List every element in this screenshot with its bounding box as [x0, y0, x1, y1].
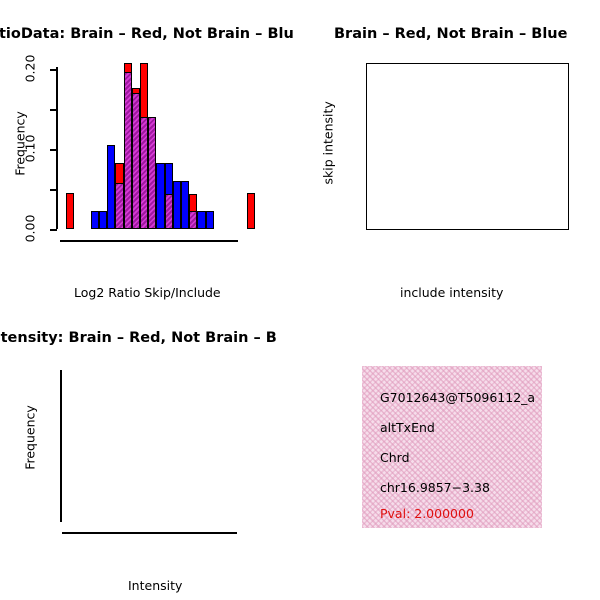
ratio-histogram-bars — [58, 57, 263, 229]
histogram-bar — [197, 211, 206, 229]
histogram-bar-overlap — [189, 211, 198, 229]
y-tick — [50, 109, 57, 111]
histogram-bar — [99, 211, 108, 229]
histogram-bar-overlap — [123, 72, 132, 229]
scatter-title: Brain – Red, Not Brain – Blue — [334, 26, 568, 42]
histogram-bar-overlap — [115, 182, 124, 229]
histogram-bar — [107, 145, 116, 229]
y-tick — [50, 229, 57, 231]
info-line-pval: Pval: 2.000000 — [380, 506, 474, 521]
histogram-bar — [156, 163, 165, 229]
histogram-bar-overlap — [164, 193, 173, 229]
intensity-histogram-x-axis — [62, 532, 237, 534]
y-tick-label: 0.00 — [22, 214, 38, 243]
info-line-locus: chr16.9857−3.38 — [380, 480, 490, 495]
ratio-histogram-x-title: Log2 Ratio Skip/Include — [74, 285, 221, 300]
ratio-histogram-plot-area — [58, 57, 263, 229]
annotation-info-box: G7012643@T5096112_a altTxEnd Chrd chr16.… — [362, 366, 542, 528]
ratio-histogram-y-axis — [56, 67, 58, 229]
info-line-gene-symbol: Chrd — [380, 450, 410, 465]
histogram-bar — [181, 181, 190, 229]
intensity-histogram-y-title: Frequency — [22, 405, 38, 470]
histogram-bar — [246, 193, 255, 229]
info-line-probe-id: G7012643@T5096112_a — [380, 390, 536, 405]
y-tick — [50, 69, 57, 71]
intensity-histogram-bars — [62, 364, 237, 522]
intensity-histogram-title: ne Itensity: Brain – Red, Not Brain – B — [0, 330, 277, 346]
ratio-histogram-x-axis — [60, 240, 238, 242]
histogram-bar-overlap — [140, 117, 149, 229]
y-tick-label: 0.20 — [22, 54, 38, 83]
histogram-bar-overlap — [148, 117, 157, 229]
scatter-x-title: include intensity — [400, 285, 504, 300]
histogram-bar — [66, 193, 75, 229]
intensity-histogram-x-title: Intensity — [128, 578, 183, 593]
info-line-event-type: altTxEnd — [380, 420, 435, 435]
y-tick — [50, 149, 57, 151]
scatter-plot-area — [366, 63, 569, 230]
ratio-histogram-title: RatioData: Brain – Red, Not Brain – Blu — [0, 26, 294, 42]
intensity-histogram-plot-area — [62, 364, 237, 522]
y-tick — [50, 189, 57, 191]
histogram-bar — [90, 211, 99, 229]
scatter-y-title: skip intensity — [320, 101, 336, 185]
histogram-bar — [172, 181, 181, 229]
intensity-histogram-y-axis — [60, 370, 62, 522]
histogram-bar-overlap — [131, 93, 140, 229]
scatter-points — [367, 64, 568, 229]
ratio-histogram-y-title: Frequency — [12, 111, 28, 176]
histogram-bar — [205, 211, 214, 229]
